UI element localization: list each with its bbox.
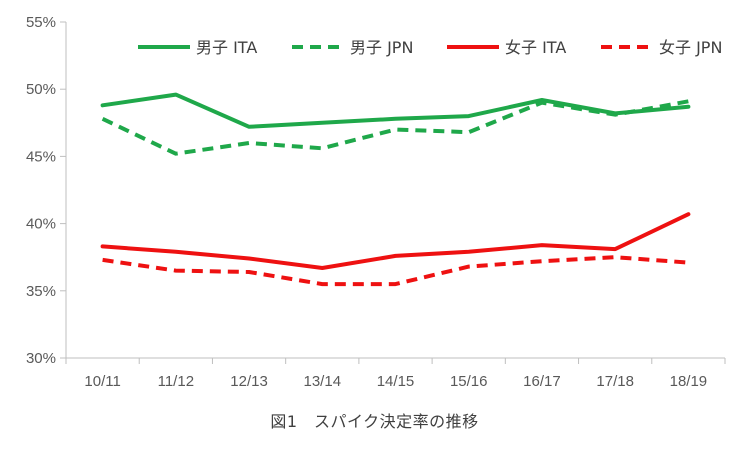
series-line-2 [100, 212, 691, 270]
chart-caption: 図1 スパイク決定率の推移 [270, 412, 479, 431]
x-tick-label: 13/14 [304, 373, 342, 390]
y-tick-label: 35% [26, 283, 56, 300]
x-tick-label: 17/18 [596, 373, 634, 390]
y-tick-label: 50% [26, 81, 56, 98]
legend-label-2: 女子 ITA [505, 38, 566, 57]
chart-series [100, 92, 691, 287]
x-tick-label: 11/12 [158, 373, 194, 390]
y-tick-label: 40% [26, 216, 56, 233]
x-tick-label: 16/17 [523, 373, 561, 390]
legend-label-3: 女子 JPN [659, 38, 722, 57]
series-line-0 [100, 92, 691, 129]
x-tick-label: 18/19 [670, 373, 708, 390]
y-tick-label: 55% [26, 14, 56, 31]
y-tick-label: 30% [26, 350, 56, 367]
x-tick-label: 12/13 [230, 373, 268, 390]
series-line-1 [101, 99, 689, 156]
legend-label-1: 男子 JPN [350, 38, 413, 57]
chart-legend: 男子 ITA 男子 JPN 女子 ITA 女子 JPN [138, 38, 722, 57]
y-tick-label: 45% [26, 148, 56, 165]
chart-axes: 30% 35% 40% 45% 50% 55% 10/11 11/12 12/13 13/14 14… [26, 14, 726, 390]
series-line-3 [102, 255, 689, 287]
x-tick-label: 15/16 [450, 373, 488, 390]
x-tick-label: 14/15 [377, 373, 415, 390]
x-tick-label: 10/11 [84, 373, 120, 390]
legend-label-0: 男子 ITA [196, 38, 257, 57]
